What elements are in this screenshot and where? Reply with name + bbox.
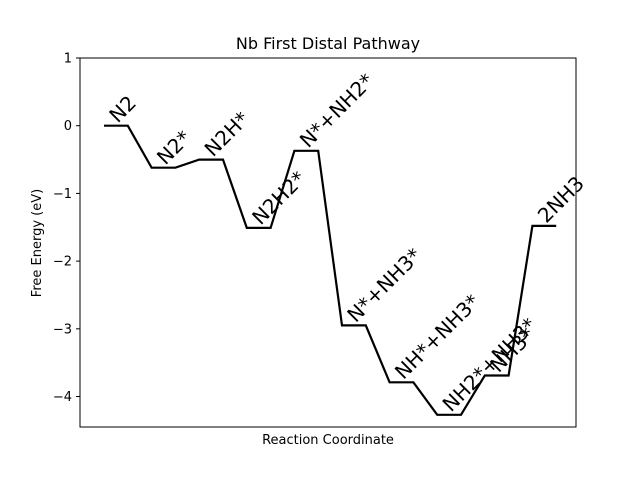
chart-title: Nb First Distal Pathway <box>236 34 420 53</box>
y-axis-ticks: 1 0 −1 −2 −3 −4 <box>53 52 80 405</box>
plot-frame <box>79 57 577 428</box>
state-label: N2 <box>104 91 141 128</box>
energy-profile <box>104 124 557 416</box>
state-label: 2NH3 <box>533 171 589 227</box>
y-tick-label: −4 <box>53 390 72 405</box>
state-label: N*+NH2* <box>295 69 379 153</box>
y-tick-label: 1 <box>64 52 72 67</box>
y-axis-label: Free Energy (eV) <box>30 189 45 297</box>
state-label: N2H2* <box>247 166 310 229</box>
state-label: N2H* <box>200 107 254 161</box>
y-tick-label: −3 <box>53 322 72 337</box>
y-tick-label: −2 <box>53 255 72 270</box>
y-tick-label: −1 <box>53 187 72 202</box>
y-tick-label: 0 <box>64 119 72 134</box>
energy-line <box>104 124 557 416</box>
state-label: N*+NH3* <box>342 243 426 327</box>
x-axis-label: Reaction Coordinate <box>262 433 394 448</box>
